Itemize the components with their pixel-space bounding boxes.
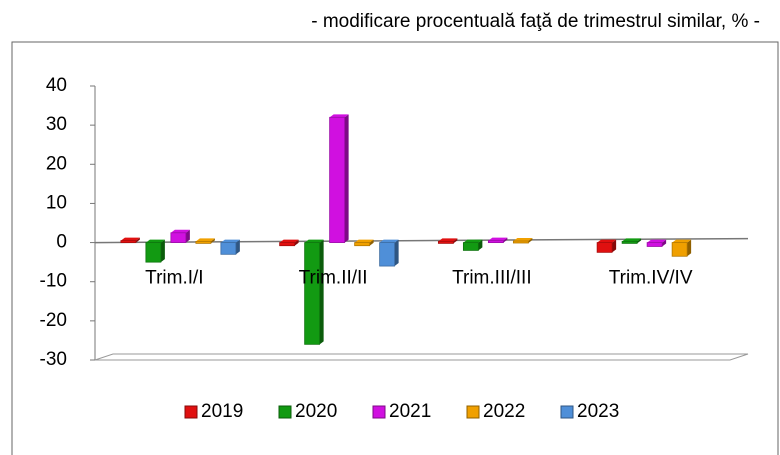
bar [145, 242, 162, 263]
legend-label: 2022 [483, 401, 525, 422]
bar-side [135, 237, 140, 243]
bar-top [145, 239, 165, 243]
y-tick-label: -20 [40, 310, 67, 331]
legend-swatch [466, 405, 480, 419]
bar [354, 242, 371, 247]
bar-side [319, 239, 324, 345]
bar-top [304, 239, 324, 243]
x-tick-label: Trim.IV/IV [609, 268, 693, 289]
bar-side [528, 238, 533, 244]
legend-swatch [372, 405, 386, 419]
bar-top [647, 239, 667, 243]
x-tick-label: Trim.II/II [299, 268, 368, 289]
bar [379, 242, 396, 267]
bar [512, 240, 529, 244]
bar-top [622, 238, 642, 242]
bar [329, 116, 346, 243]
bar [462, 242, 479, 251]
bar-side [394, 239, 399, 267]
y-tick-label: 30 [46, 114, 67, 135]
bar-side [185, 229, 190, 243]
bar-top [463, 239, 483, 243]
y-tick-label: -10 [40, 271, 67, 292]
bar-side [612, 239, 617, 253]
bar [120, 240, 137, 244]
bar [220, 242, 237, 255]
bar-top [379, 239, 399, 243]
bar-side [369, 239, 374, 246]
bar [170, 232, 187, 243]
bar-side [662, 239, 667, 247]
bar-side [453, 238, 458, 244]
y-tick-label: -30 [40, 349, 67, 370]
bar [279, 242, 296, 247]
bar-side [687, 239, 692, 257]
legend-label: 2023 [577, 401, 619, 422]
bar-top [513, 238, 533, 242]
bar [195, 240, 212, 244]
chart-title: - modificare procentuală faţă de trimest… [311, 11, 760, 32]
x-tick-label: Trim.I/I [145, 268, 203, 289]
bar-top [672, 239, 692, 243]
bar-top [279, 239, 299, 243]
y-tick-label: 20 [46, 153, 67, 174]
chart-frame [11, 41, 779, 455]
legend-label: 2021 [389, 401, 431, 422]
legend-swatch [184, 405, 198, 419]
bar-top [329, 114, 349, 118]
x-tick-label: Trim.III/III [452, 268, 532, 289]
bar [646, 242, 663, 247]
floor [94, 353, 749, 361]
bar-top [354, 239, 374, 243]
bar-side [503, 237, 508, 243]
legend-swatch [278, 405, 292, 419]
bar-top [170, 229, 190, 233]
bar-side [294, 239, 299, 246]
bar-top [438, 238, 458, 242]
bar [437, 240, 454, 244]
bar [621, 240, 638, 244]
bar [487, 240, 504, 244]
bar [596, 242, 613, 253]
bar [671, 242, 688, 257]
bar-top [488, 237, 508, 241]
bar-top [120, 237, 140, 241]
bar-side [160, 239, 165, 263]
y-tick-label: 0 [56, 232, 67, 253]
bar-side [478, 239, 483, 251]
y-tick-label: 10 [46, 192, 67, 213]
bar-side [344, 114, 349, 243]
legend-label: 2020 [295, 401, 337, 422]
y-tick-label: 40 [46, 75, 67, 96]
bar-top [195, 238, 215, 242]
bar-side [637, 238, 642, 244]
bar [304, 242, 321, 345]
bar-side [235, 239, 240, 255]
legend-swatch [560, 405, 574, 419]
bar-top [220, 239, 240, 243]
legend-label: 2019 [201, 401, 243, 422]
bar-side [210, 238, 215, 244]
bar-top [597, 239, 617, 243]
